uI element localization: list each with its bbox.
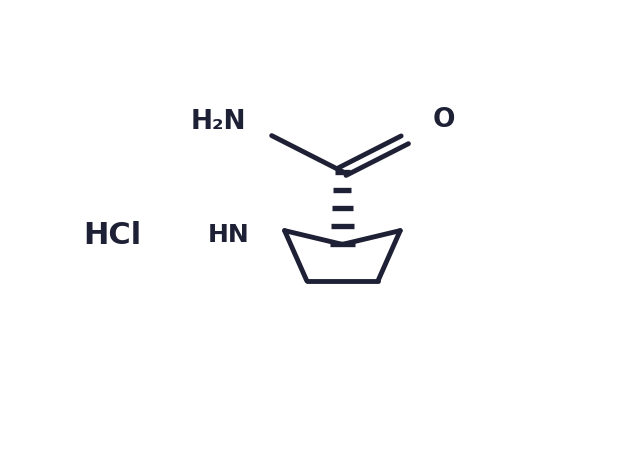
Text: HCl: HCl — [83, 220, 141, 250]
Text: H₂N: H₂N — [191, 109, 246, 135]
Text: HN: HN — [207, 223, 250, 247]
Text: O: O — [433, 107, 456, 133]
